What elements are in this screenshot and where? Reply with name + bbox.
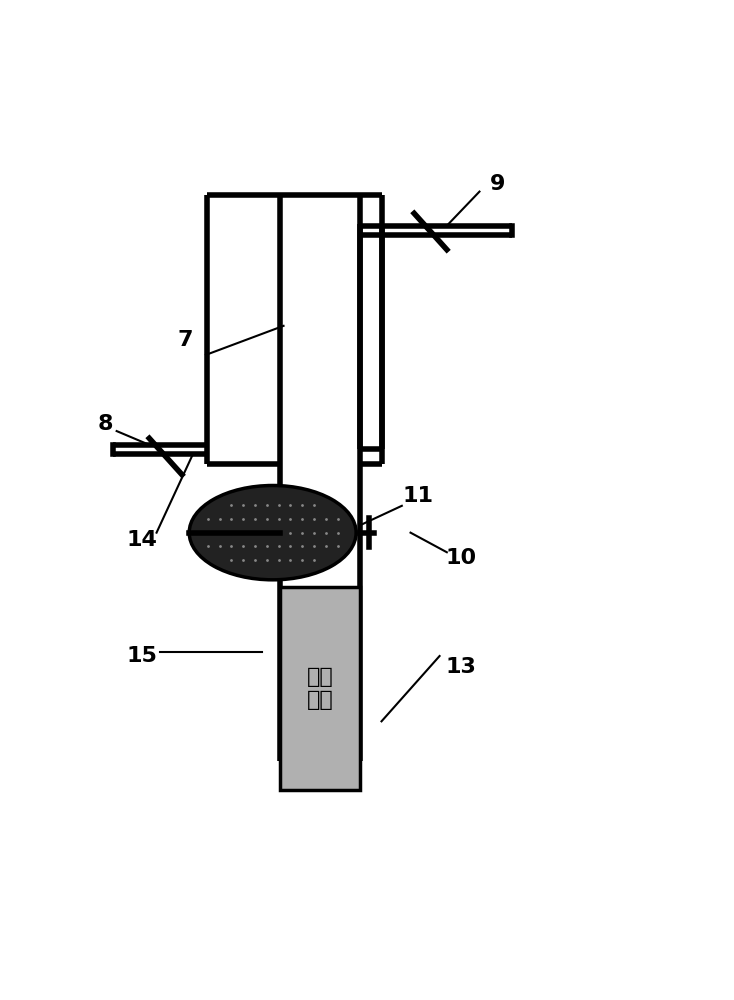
Bar (280, 587, 360, 790)
Text: 14: 14 (126, 530, 158, 550)
Text: 8: 8 (98, 414, 114, 434)
Text: 7: 7 (178, 330, 193, 350)
Text: 13: 13 (446, 657, 477, 677)
Ellipse shape (189, 485, 356, 580)
Text: 原状
土壤: 原状 土壤 (307, 667, 333, 710)
Text: 10: 10 (446, 548, 477, 568)
Text: 11: 11 (402, 486, 433, 506)
Text: 9: 9 (490, 174, 505, 194)
Text: 15: 15 (126, 646, 158, 666)
